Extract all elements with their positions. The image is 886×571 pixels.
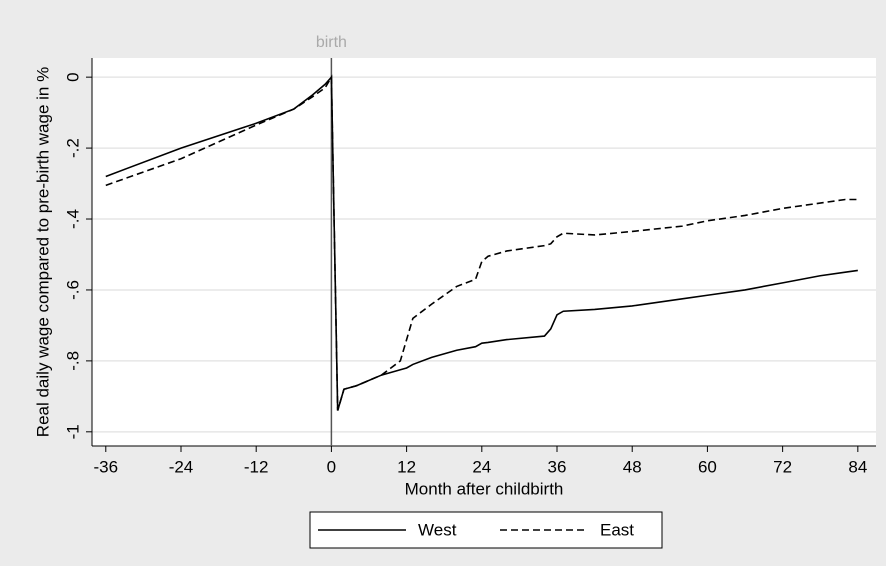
y-tick-label: -.8 <box>63 351 82 371</box>
line-series <box>105 75 858 411</box>
legend-label: East <box>600 520 634 539</box>
y-axis-title: Real daily wage compared to pre-birth wa… <box>33 67 52 437</box>
y-tick-label: -.2 <box>63 138 82 158</box>
y-tick-label: -.4 <box>63 209 82 229</box>
x-tick-label: 48 <box>623 457 642 476</box>
x-tick-label: 24 <box>472 457 491 476</box>
x-tick-label: 84 <box>848 457 867 476</box>
plot-area <box>92 58 876 446</box>
x-tick-label: 0 <box>327 457 336 476</box>
y-tick-label: 0 <box>63 72 82 81</box>
legend-label: West <box>418 520 457 539</box>
x-tick-label: 60 <box>698 457 717 476</box>
y-tick-label: -.6 <box>63 280 82 300</box>
x-tick-label: -12 <box>244 457 269 476</box>
annotation: birth <box>316 34 347 51</box>
y-tick-label: -1 <box>63 424 82 439</box>
x-tick-label: -36 <box>93 457 118 476</box>
x-axis-title: Month after childbirth <box>405 479 564 498</box>
x-tick-label: -24 <box>169 457 194 476</box>
line-series <box>105 74 858 411</box>
x-tick-label: 72 <box>773 457 792 476</box>
x-tick-label: 12 <box>397 457 416 476</box>
x-tick-label: 36 <box>548 457 567 476</box>
